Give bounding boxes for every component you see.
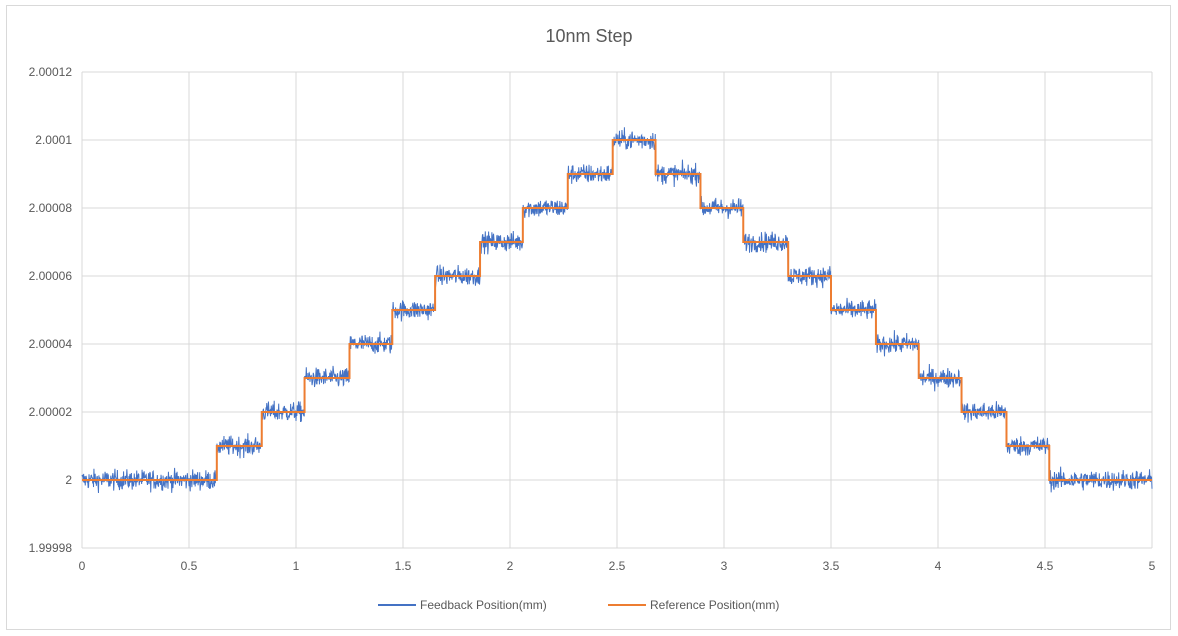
y-tick-label: 2.00012 [29, 65, 73, 79]
x-tick-label: 4.5 [1037, 559, 1054, 573]
x-tick-label: 5 [1149, 559, 1156, 573]
x-tick-label: 2.5 [609, 559, 626, 573]
grid [81, 71, 1153, 549]
chart-title: 10nm Step [545, 26, 632, 46]
x-tick-label: 0.5 [181, 559, 198, 573]
y-tick-label: 2.00004 [29, 337, 73, 351]
plot-area [81, 127, 1153, 494]
y-tick-label: 1.99998 [29, 541, 73, 555]
x-tick-label: 3 [721, 559, 728, 573]
chart-frame [6, 5, 1171, 630]
y-tick-label: 2.00006 [29, 269, 73, 283]
series-reference-position-line [82, 139, 1152, 481]
y-tick-label: 2.00002 [29, 405, 73, 419]
x-tick-label: 4 [935, 559, 942, 573]
y-tick-label: 2.0001 [35, 133, 72, 147]
x-tick-label: 2 [507, 559, 514, 573]
y-tick-label: 2.00008 [29, 201, 73, 215]
x-tick-label: 0 [79, 559, 86, 573]
x-tick-label: 1 [293, 559, 300, 573]
x-tick-label: 1.5 [395, 559, 412, 573]
legend-label: Feedback Position(mm) [420, 598, 547, 612]
x-tick-label: 3.5 [823, 559, 840, 573]
legend: Feedback Position(mm) Reference Position(… [378, 598, 779, 612]
x-axis-ticks: 0 0.5 1 1.5 2 2.5 3 3.5 4 4.5 5 [79, 559, 1156, 573]
legend-label: Reference Position(mm) [650, 598, 779, 612]
y-tick-label: 2 [65, 473, 72, 487]
y-axis-ticks: 1.99998 2 2.00002 2.00004 2.00006 2.00008 2.00… [29, 65, 73, 555]
